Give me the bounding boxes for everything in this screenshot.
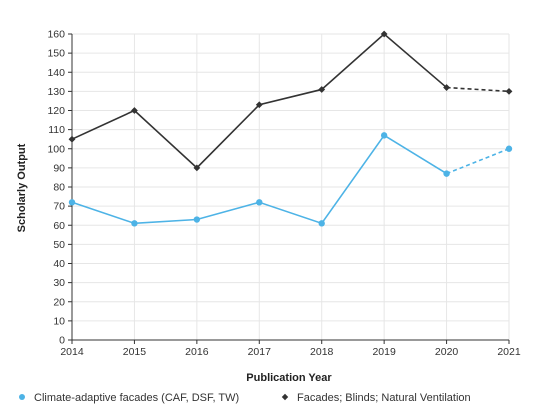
x-tick-label: 2016 — [185, 346, 209, 358]
x-tick-labels: 2014 2015 2016 2017 2018 2019 2020 2021 — [60, 340, 521, 358]
series-line-dashed — [446, 86, 510, 93]
data-point[interactable] — [193, 216, 201, 223]
data-point[interactable] — [318, 86, 326, 93]
legend-marker-circle — [19, 394, 25, 400]
y-tick-label: 110 — [48, 124, 65, 136]
data-point[interactable] — [131, 220, 138, 227]
y-tick-label: 140 — [47, 67, 65, 79]
x-tick-label: 2019 — [372, 346, 396, 358]
legend-label: Climate-adaptive facades (CAF, DSF, TW) — [34, 392, 239, 404]
series-2 — [68, 30, 513, 172]
data-point[interactable] — [505, 145, 513, 152]
legend-label: Facades; Blinds; Natural Ventilation — [297, 392, 471, 404]
y-tick-label: 30 — [53, 277, 65, 289]
y-tick-label: 150 — [47, 48, 65, 60]
data-point[interactable] — [256, 199, 263, 206]
legend-marker-diamond — [281, 393, 289, 401]
y-tick-label: 40 — [53, 258, 65, 270]
x-tick-label: 2020 — [435, 346, 459, 358]
y-tick-label: 60 — [53, 220, 65, 232]
x-tick-label: 2018 — [310, 346, 334, 358]
legend-item-2[interactable]: Facades; Blinds; Natural Ventilation — [281, 392, 471, 404]
data-point[interactable] — [131, 107, 138, 114]
data-point[interactable] — [380, 30, 388, 38]
y-tick-label: 120 — [47, 105, 65, 117]
y-tick-label: 100 — [47, 143, 65, 155]
y-tick-label: 50 — [53, 239, 65, 251]
x-axis-title: Publication Year — [246, 372, 332, 384]
x-tick-label: 2017 — [248, 346, 272, 358]
legend-item-1[interactable]: Climate-adaptive facades (CAF, DSF, TW) — [19, 392, 239, 404]
data-point[interactable] — [443, 84, 450, 91]
y-tick-label: 20 — [53, 296, 65, 308]
x-tick-label: 2014 — [60, 346, 84, 358]
series-line-dashed — [446, 148, 510, 175]
series-1 — [68, 132, 513, 227]
legend[interactable]: Climate-adaptive facades (CAF, DSF, TW) F… — [19, 392, 471, 404]
data-point[interactable] — [380, 132, 388, 139]
y-tick-label: 160 — [47, 29, 65, 41]
data-point[interactable] — [255, 101, 263, 109]
data-point[interactable] — [443, 170, 450, 177]
y-axis-title: Scholarly Output — [16, 143, 28, 232]
y-tick-label: 90 — [53, 162, 65, 174]
grid-lines — [72, 33, 510, 340]
y-tick-labels: 0 10 20 30 40 50 60 70 80 90 100 110 120 130 140 150 160 — [47, 29, 72, 347]
data-point[interactable] — [193, 164, 201, 172]
data-point[interactable] — [68, 135, 76, 143]
data-point[interactable] — [318, 220, 325, 227]
y-tick-label: 0 — [59, 335, 65, 347]
y-tick-label: 130 — [47, 86, 65, 98]
x-tick-label: 2021 — [497, 346, 521, 358]
y-tick-label: 10 — [53, 315, 65, 327]
y-tick-label: 80 — [53, 182, 65, 194]
x-tick-label: 2015 — [123, 346, 147, 358]
data-point[interactable] — [68, 199, 76, 206]
y-tick-label: 70 — [53, 201, 65, 213]
series — [68, 30, 513, 227]
data-point[interactable] — [505, 87, 513, 95]
